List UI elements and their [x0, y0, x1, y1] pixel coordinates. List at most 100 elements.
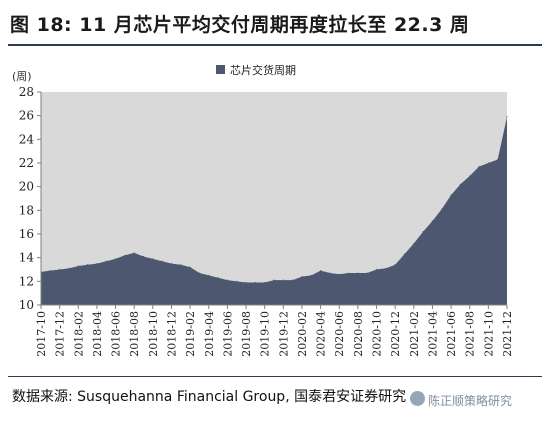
y-tick-label: 16	[19, 227, 34, 241]
x-tick-label: 2019-02	[184, 311, 197, 357]
y-tick-label: 28	[19, 85, 34, 99]
x-tick-label: 2021-04	[426, 311, 439, 357]
data-point	[152, 258, 154, 260]
data-point	[161, 260, 163, 262]
data-point	[347, 272, 350, 274]
data-point	[273, 279, 275, 281]
data-point	[226, 279, 228, 281]
x-tick-label: 2020-08	[352, 311, 365, 357]
x-tick-label: 2021-06	[445, 311, 458, 357]
data-point	[366, 272, 368, 274]
figure-title-bar: 图 18: 11 月芯片平均交付周期再度拉长至 22.3 周	[0, 0, 550, 44]
y-tick-label: 26	[19, 109, 34, 123]
y-tick-label: 10	[19, 298, 34, 312]
data-point	[254, 281, 256, 284]
x-tick-label: 2018-08	[128, 311, 141, 357]
x-tick-label: 2020-10	[371, 311, 384, 357]
data-point	[170, 262, 173, 265]
y-axis-ticks: 10 12 14 16 18 20 22 24 26 28	[19, 85, 41, 312]
x-tick-label: 2021-10	[482, 311, 495, 357]
data-point	[357, 272, 359, 274]
data-point	[431, 220, 434, 222]
data-point	[506, 116, 508, 118]
x-tick-label: 2020-02	[296, 311, 309, 357]
data-point	[338, 273, 340, 275]
x-tick-label: 2018-06	[110, 311, 123, 357]
data-point	[142, 255, 145, 258]
x-tick-label: 2020-04	[315, 311, 328, 357]
data-point	[320, 270, 322, 272]
data-point	[301, 276, 303, 278]
legend: 芯片交货周期	[216, 63, 296, 77]
y-tick-label: 18	[19, 203, 34, 217]
data-point	[487, 162, 489, 164]
y-tick-label: 12	[19, 274, 34, 288]
x-tick-label: 2021-02	[408, 311, 421, 357]
data-point	[375, 268, 378, 271]
x-tick-label: 2020-06	[333, 311, 346, 357]
x-tick-label: 2019-04	[203, 311, 216, 357]
x-tick-label: 2021-08	[464, 311, 477, 357]
data-point	[49, 270, 51, 272]
data-point	[450, 194, 452, 196]
y-axis-unit-label: (周)	[12, 70, 32, 83]
x-tick-label: 2017-12	[54, 311, 67, 357]
x-tick-label: 2018-10	[147, 311, 160, 357]
data-point	[114, 258, 117, 260]
data-point	[96, 262, 98, 265]
data-point	[264, 281, 266, 284]
data-point	[105, 260, 107, 262]
data-point	[180, 264, 182, 266]
source-note: 数据来源: Susquehanna Financial Group, 国泰君安证…	[12, 389, 407, 405]
x-tick-label: 2017-10	[35, 311, 48, 357]
y-tick-label: 24	[19, 132, 35, 146]
data-point	[329, 272, 331, 274]
y-tick-label: 20	[19, 180, 34, 194]
legend-swatch	[216, 65, 225, 74]
x-tick-label: 2018-04	[91, 311, 104, 357]
data-point	[403, 253, 406, 255]
data-point	[310, 274, 312, 277]
y-tick-label: 22	[19, 156, 34, 170]
data-point	[217, 277, 219, 279]
data-point	[68, 267, 70, 269]
data-point	[198, 272, 201, 274]
x-tick-label: 2018-02	[72, 311, 85, 357]
watermark: 陈正顺策略研究	[428, 394, 513, 408]
data-point	[292, 279, 294, 281]
x-tick-label: 2019-08	[240, 311, 253, 357]
watermark-logo-icon	[410, 391, 425, 406]
x-tick-label: 2021-12	[501, 311, 514, 357]
x-tick-label: 2020-12	[389, 311, 402, 357]
data-point	[469, 175, 471, 177]
data-point	[478, 165, 480, 168]
data-point	[87, 264, 89, 266]
source-divider	[8, 376, 542, 377]
x-tick-label: 2019-12	[277, 311, 290, 357]
y-tick-label: 14	[19, 251, 35, 265]
x-tick-label: 2019-06	[221, 311, 234, 357]
series-area	[41, 116, 507, 305]
data-point	[282, 279, 284, 281]
data-point	[208, 274, 210, 277]
x-tick-label: 2018-12	[165, 311, 178, 357]
data-point	[422, 231, 424, 233]
data-point	[413, 242, 415, 245]
data-points	[40, 116, 508, 284]
data-point	[133, 252, 135, 254]
data-point	[385, 267, 387, 269]
x-axis-ticks: 2017-10 2017-12 2018-02 2018-04 2018-06 2018-…	[35, 305, 514, 357]
title-divider	[8, 44, 542, 46]
data-point	[59, 268, 61, 271]
data-point	[441, 208, 443, 210]
data-point	[189, 266, 191, 268]
figure-title: 图 18: 11 月芯片平均交付周期再度拉长至 22.3 周	[10, 14, 470, 36]
data-point	[394, 264, 396, 266]
data-point	[245, 281, 247, 284]
data-point	[124, 254, 126, 256]
data-point	[459, 183, 461, 185]
x-tick-label: 2019-10	[259, 311, 272, 357]
data-point	[497, 158, 499, 161]
data-point	[236, 280, 238, 282]
